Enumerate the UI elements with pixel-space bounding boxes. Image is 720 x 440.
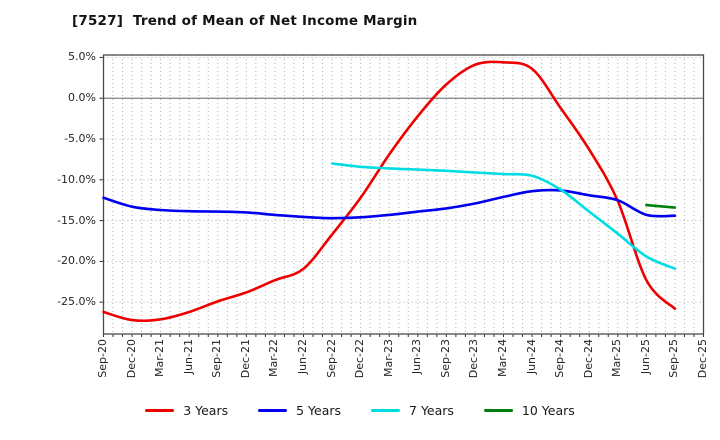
chart-title: [7527] Trend of Mean of Net Income Margi… [72,13,418,29]
x-tick-label: Mar-24 [496,339,509,378]
y-tick-label: -20.0% [57,254,96,268]
x-tick-label: Mar-22 [267,339,281,378]
x-tick-label: Dec-24 [581,339,595,379]
series-line-5-years [102,188,677,220]
x-tick-label: Dec-21 [238,339,252,379]
legend-item-7-years: 7 Years [371,403,454,418]
legend-line-swatch [145,409,175,412]
plot-frame [102,54,705,335]
x-tick-label: Mar-21 [153,339,167,378]
x-tick-label: Dec-23 [467,339,481,379]
chart-svg [99,54,705,337]
legend-line-swatch [371,409,401,412]
x-tick-label: Jun-24 [524,339,538,375]
x-tick-label: Sep-23 [438,339,452,378]
legend-item-5-years: 5 Years [258,403,341,418]
x-tick-label: Sep-25 [667,339,681,378]
legend-label: 5 Years [296,403,342,418]
x-tick-label: Jun-22 [296,339,309,375]
y-tick-label: -5.0% [64,132,96,146]
series-line-10-years [645,203,677,209]
x-tick-label: Mar-23 [381,339,395,378]
y-tick-label: 0.0% [68,91,96,105]
series-line-7-years [330,162,677,270]
x-tick-label: Dec-20 [124,339,138,379]
y-tick-label: -15.0% [57,213,96,227]
legend-label: 7 Years [409,403,454,418]
legend-label: 10 Years [521,403,575,418]
x-tick-label: Jun-23 [410,339,424,375]
x-tick-label: Dec-22 [353,339,367,379]
legend-label: 3 Years [183,403,229,418]
x-tick-label: Sep-20 [96,339,109,378]
legend-item-3-years: 3 Years [145,403,228,418]
x-tick-label: Jun-25 [638,339,652,375]
series-line-3-years [102,60,677,323]
y-tick-label: -25.0% [57,295,96,309]
x-tick-label: Sep-22 [324,339,338,378]
legend: 3 Years 5 Years 7 Years 10 Years [0,403,720,418]
x-tick-label: Jun-21 [181,339,195,375]
y-tick-label: 5.0% [68,50,96,64]
x-tick-label: Mar-25 [610,339,624,378]
legend-line-swatch [258,409,288,412]
legend-item-10-years: 10 Years [483,403,575,418]
x-tick-label: Sep-24 [553,339,567,378]
x-tick-label: Sep-21 [210,339,224,378]
legend-line-swatch [483,409,513,412]
y-tick-label: -10.0% [57,172,96,186]
x-tick-label: Dec-25 [696,339,709,379]
